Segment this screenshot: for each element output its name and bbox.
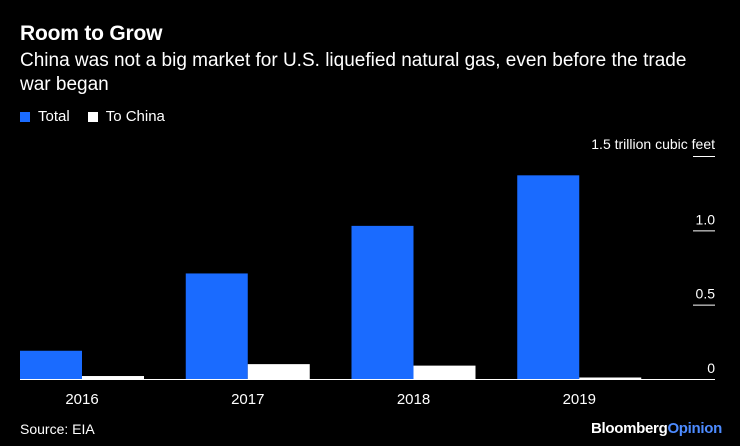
bar-china-2019 bbox=[579, 377, 642, 379]
legend-label-total: Total bbox=[38, 108, 70, 125]
bar-china-2016 bbox=[82, 376, 144, 379]
y-tick-label-0.5: 0.5 bbox=[696, 286, 716, 302]
y-tick-label-1.0: 1.0 bbox=[696, 211, 716, 227]
bar-total-2016 bbox=[20, 350, 82, 379]
legend-swatch-total bbox=[20, 111, 30, 122]
legend-swatch-china bbox=[87, 111, 98, 122]
brand-logo: BloombergOpinion bbox=[591, 420, 722, 437]
y-axis-unit-label: 1.5 trillion cubic feet bbox=[591, 136, 715, 152]
legend-item-china: To China bbox=[87, 108, 165, 125]
x-tick-label-2019: 2019 bbox=[563, 391, 596, 408]
bar-china-2017 bbox=[247, 364, 310, 379]
brand-logo-part2: Opinion bbox=[667, 420, 722, 437]
legend-label-china: To China bbox=[105, 108, 165, 125]
y-tick-label-0: 0 bbox=[707, 360, 715, 376]
x-tick-label-2016: 2016 bbox=[65, 391, 98, 408]
x-tick-label-2017: 2017 bbox=[231, 391, 264, 408]
brand-logo-part1: Bloomberg bbox=[590, 420, 668, 437]
bar-total-2018 bbox=[351, 225, 414, 379]
source-note: Source: EIA bbox=[20, 421, 95, 437]
chart-title: Room to Grow bbox=[20, 22, 163, 45]
bar-total-2019 bbox=[517, 175, 580, 379]
bar-china-2018 bbox=[413, 365, 476, 379]
chart-subtitle: China was not a big market for U.S. liqu… bbox=[20, 50, 687, 95]
bar-total-2017 bbox=[185, 273, 248, 379]
legend-item-total: Total bbox=[20, 108, 70, 125]
x-tick-label-2018: 2018 bbox=[397, 391, 430, 408]
legend: Total To China bbox=[20, 108, 183, 125]
